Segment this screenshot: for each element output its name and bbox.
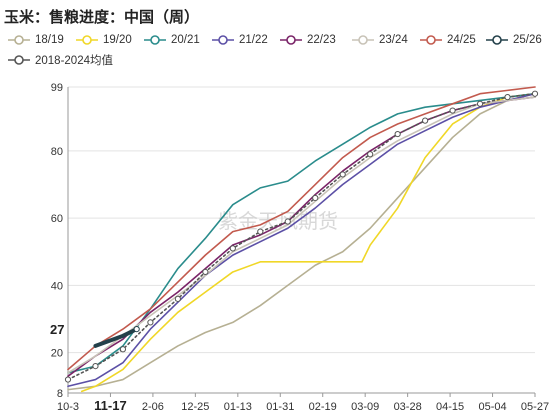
mean-point — [257, 228, 264, 235]
legend-swatch-icon — [144, 35, 166, 45]
mean-point — [422, 117, 429, 124]
x-tick-label: 01-31 — [266, 401, 294, 413]
legend-swatch-icon — [212, 35, 234, 45]
legend-item-2[interactable]: 20/21 — [144, 32, 200, 48]
y-tick-label: 20 — [51, 348, 63, 360]
series-line-8 — [67, 92, 536, 381]
mean-point — [504, 93, 511, 101]
legend-label: 20/21 — [171, 34, 200, 46]
x-tick-label: 05-27 — [521, 401, 549, 413]
x-tick-label: 12-25 — [181, 401, 209, 413]
mean-point — [476, 100, 484, 107]
mean-point — [174, 295, 181, 302]
legend-label: 2018-2024均值 — [35, 55, 113, 67]
chart-title: 玉米：售粮进度：中国（周） — [4, 8, 200, 26]
legend-swatch-icon — [420, 35, 442, 45]
mean-point — [531, 90, 539, 97]
x-tick-label: 2-06 — [142, 401, 164, 413]
mean-point — [64, 376, 72, 383]
legend-label: 25/26 — [513, 34, 542, 46]
x-tick-label: 03-09 — [351, 401, 379, 413]
mean-point — [202, 268, 209, 276]
x-tick-label: 11-17 — [94, 398, 127, 413]
legend-label: 18/19 — [35, 34, 64, 46]
series-line-3 — [67, 92, 536, 388]
mean-point — [229, 245, 236, 252]
annotation-label: 27 — [50, 322, 64, 337]
mean-point — [284, 218, 291, 225]
mean-point — [339, 171, 346, 178]
mean-point — [449, 107, 456, 114]
mean-point — [394, 130, 401, 138]
legend-item-6[interactable]: 24/25 — [420, 32, 476, 48]
y-tick-label: 60 — [51, 213, 63, 225]
legend-label: 19/20 — [103, 34, 132, 46]
y-tick-label: 99 — [51, 82, 63, 94]
legend-label: 22/23 — [307, 34, 336, 46]
series-line-1 — [80, 92, 536, 393]
x-tick-label: 05-04 — [478, 401, 506, 413]
y-tick-label: 8 — [57, 388, 63, 400]
mean-point — [147, 319, 154, 326]
legend-item-8[interactable]: 2018-2024均值 — [8, 52, 113, 68]
mean-point — [119, 346, 127, 353]
legend-item-3[interactable]: 21/22 — [212, 32, 268, 48]
x-tick-label: 03-28 — [394, 401, 422, 413]
legend-label: 21/22 — [239, 34, 268, 46]
current-last-point — [133, 326, 140, 333]
legend-swatch-icon — [8, 55, 30, 65]
mean-point — [92, 362, 99, 370]
x-tick-label: 01-13 — [224, 401, 252, 413]
legend-swatch-icon — [486, 35, 508, 45]
legend-swatch-icon — [280, 35, 302, 45]
x-tick-label: 04-15 — [436, 401, 464, 413]
series-line-5 — [67, 96, 536, 374]
x-tick-label: 10-3 — [57, 401, 79, 413]
legend-item-0[interactable]: 18/19 — [8, 32, 64, 48]
x-tick-label: 02-19 — [309, 401, 337, 413]
legend-swatch-icon — [76, 35, 98, 45]
series-line-4 — [67, 96, 536, 377]
mean-point — [367, 151, 374, 158]
series-line-7 — [93, 327, 139, 348]
mean-point — [312, 194, 319, 202]
legend-item-7[interactable]: 25/26 — [486, 32, 542, 48]
series-line-2 — [67, 92, 536, 374]
legend-label: 24/25 — [447, 34, 476, 46]
legend-label: 23/24 — [379, 34, 408, 46]
y-tick-label: 40 — [51, 280, 63, 292]
legend-item-1[interactable]: 19/20 — [76, 32, 132, 48]
legend-item-5[interactable]: 23/24 — [352, 32, 408, 48]
legend-swatch-icon — [352, 35, 374, 45]
series-line-0 — [67, 92, 536, 391]
y-tick-label: 80 — [51, 146, 63, 158]
legend-swatch-icon — [8, 35, 30, 45]
legend-item-4[interactable]: 22/23 — [280, 32, 336, 48]
series-line-6 — [67, 86, 536, 371]
